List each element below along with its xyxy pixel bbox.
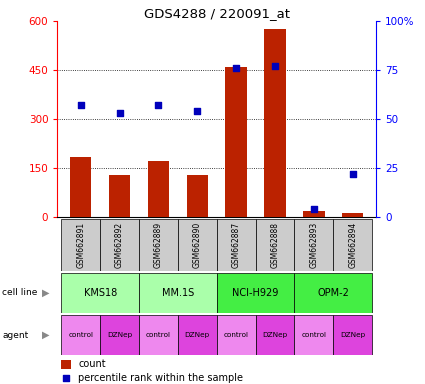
Bar: [139, 273, 217, 313]
Text: control: control: [68, 332, 93, 338]
Bar: [109, 175, 130, 217]
Text: percentile rank within the sample: percentile rank within the sample: [78, 373, 243, 383]
Bar: [295, 273, 372, 313]
Bar: [333, 315, 372, 355]
Point: [194, 108, 201, 114]
Bar: [61, 273, 139, 313]
Point: [116, 110, 123, 116]
Bar: [148, 162, 169, 217]
Text: DZNep: DZNep: [340, 332, 366, 338]
Text: control: control: [146, 332, 171, 338]
Text: ▶: ▶: [42, 288, 49, 298]
Bar: [255, 219, 295, 271]
Text: agent: agent: [2, 331, 28, 339]
Bar: [217, 219, 255, 271]
Bar: [61, 315, 100, 355]
Bar: [226, 67, 247, 217]
Text: GSM662890: GSM662890: [193, 222, 202, 268]
Point: [272, 63, 278, 69]
Point: [77, 102, 84, 108]
Bar: [100, 219, 139, 271]
Text: GSM662892: GSM662892: [115, 222, 124, 268]
Point: [349, 171, 356, 177]
Bar: [333, 219, 372, 271]
Title: GDS4288 / 220091_at: GDS4288 / 220091_at: [144, 7, 290, 20]
Bar: [217, 273, 295, 313]
Text: count: count: [78, 359, 106, 369]
Point: [233, 65, 240, 71]
Text: GSM662889: GSM662889: [154, 222, 163, 268]
Text: DZNep: DZNep: [262, 332, 288, 338]
Text: GSM662888: GSM662888: [271, 222, 280, 268]
Text: GSM662893: GSM662893: [309, 222, 318, 268]
Point: [311, 206, 317, 212]
Text: DZNep: DZNep: [107, 332, 132, 338]
Bar: [178, 219, 217, 271]
Bar: [217, 315, 255, 355]
Bar: [100, 315, 139, 355]
Bar: [303, 211, 325, 217]
Bar: [61, 360, 71, 369]
Text: KMS18: KMS18: [83, 288, 117, 298]
Text: OPM-2: OPM-2: [317, 288, 349, 298]
Point: [155, 102, 162, 108]
Text: control: control: [224, 332, 249, 338]
Text: cell line: cell line: [2, 288, 37, 297]
Bar: [70, 157, 91, 217]
Text: GSM662891: GSM662891: [76, 222, 85, 268]
Text: GSM662887: GSM662887: [232, 222, 241, 268]
Text: MM.1S: MM.1S: [162, 288, 194, 298]
Bar: [178, 315, 217, 355]
Bar: [61, 219, 100, 271]
Text: control: control: [301, 332, 326, 338]
Bar: [342, 213, 363, 217]
Text: GSM662894: GSM662894: [348, 222, 357, 268]
Bar: [139, 219, 178, 271]
Bar: [187, 175, 208, 217]
Text: DZNep: DZNep: [185, 332, 210, 338]
Bar: [255, 315, 295, 355]
Text: ▶: ▶: [42, 330, 49, 340]
Bar: [295, 315, 333, 355]
Text: NCI-H929: NCI-H929: [232, 288, 279, 298]
Point: [62, 375, 69, 381]
Bar: [295, 219, 333, 271]
Bar: [264, 29, 286, 217]
Bar: [139, 315, 178, 355]
